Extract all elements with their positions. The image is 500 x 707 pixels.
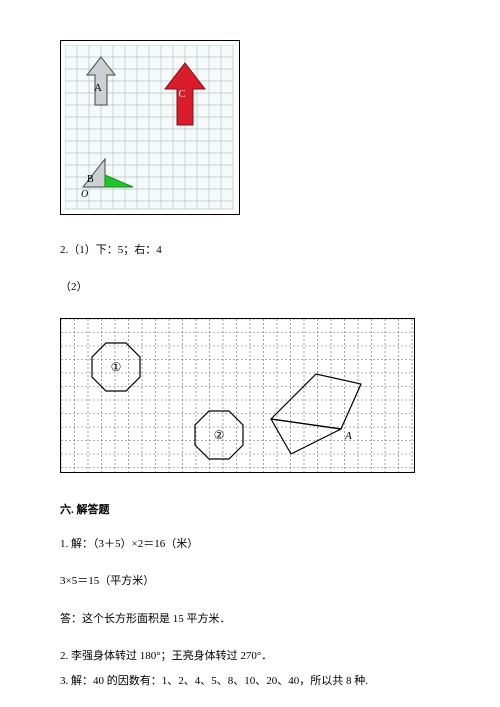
answer-2-2: （2） xyxy=(60,280,440,295)
q1-line2: 3×5＝15（平方米） xyxy=(60,574,440,589)
octagon-2-label: ② xyxy=(214,428,225,442)
dotted-grid xyxy=(61,319,414,472)
figure-1-svg: A C B O xyxy=(65,45,235,210)
lower-line2 xyxy=(271,419,291,454)
lower-line xyxy=(291,429,341,454)
section-6-heading: 六. 解答题 xyxy=(60,501,440,517)
figure-1-container: A C B O xyxy=(60,40,240,215)
q1-line3: 答：这个长方形面积是 15 平方米． xyxy=(60,612,440,627)
diag-line xyxy=(271,419,341,429)
answer-2-1: 2.（1）下：5；右：4 xyxy=(60,243,440,258)
q2: 2. 李强身体转过 180°；王亮身体转过 270°． xyxy=(60,649,440,664)
q3: 3. 解：40 的因数有：1、2、4、5、8、10、20、40，所以共 8 种. xyxy=(60,674,440,689)
origin-label: O xyxy=(81,189,88,200)
triangle-gray-label: B xyxy=(87,174,94,185)
point-a-label: A xyxy=(344,430,352,442)
figure-2-svg: ① ② A xyxy=(61,319,414,472)
arrow-red-label: C xyxy=(178,88,185,100)
octagon-1-label: ① xyxy=(111,360,122,374)
q1-line1: 1. 解：（3＋5）×2＝16（米） xyxy=(60,537,440,552)
triangle-group xyxy=(271,374,361,454)
figure-2-container: ① ② A xyxy=(60,318,415,473)
arrow-gray-label: A xyxy=(94,82,102,94)
